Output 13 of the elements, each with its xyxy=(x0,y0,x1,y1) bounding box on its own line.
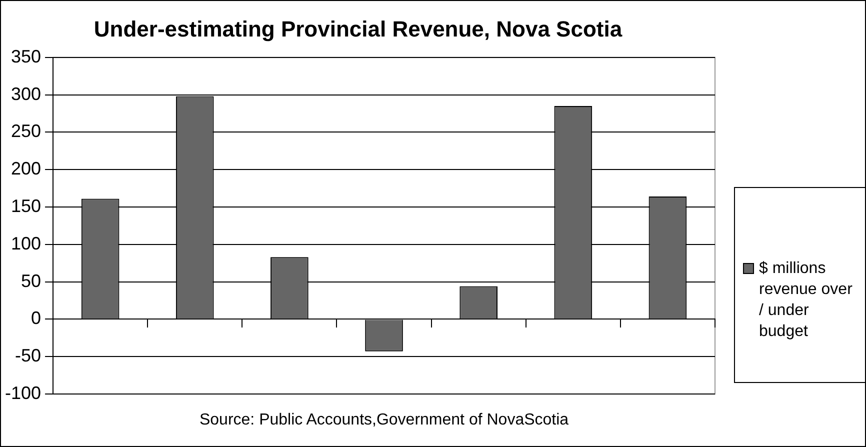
y-tick-label: 0 xyxy=(31,308,42,328)
y-tick-label: 350 xyxy=(10,46,42,66)
chart-title: Under-estimating Provincial Revenue, Nova Scotia xyxy=(94,16,623,42)
source-note: Source: Public Accounts,Government of NovaScotia xyxy=(199,411,569,428)
y-tick-label: -50 xyxy=(15,346,42,366)
y-tick-label: 50 xyxy=(20,270,42,291)
y-tick-label: 250 xyxy=(10,121,42,142)
y-tick-label: 100 xyxy=(10,233,42,254)
y-tick-label: 300 xyxy=(10,84,42,104)
y-tick-label: 150 xyxy=(10,196,42,216)
legend-label: $ millions revenue over / under budget xyxy=(759,259,854,342)
y-tick-label: 200 xyxy=(10,158,42,179)
y-tick-label: -100 xyxy=(4,382,42,403)
